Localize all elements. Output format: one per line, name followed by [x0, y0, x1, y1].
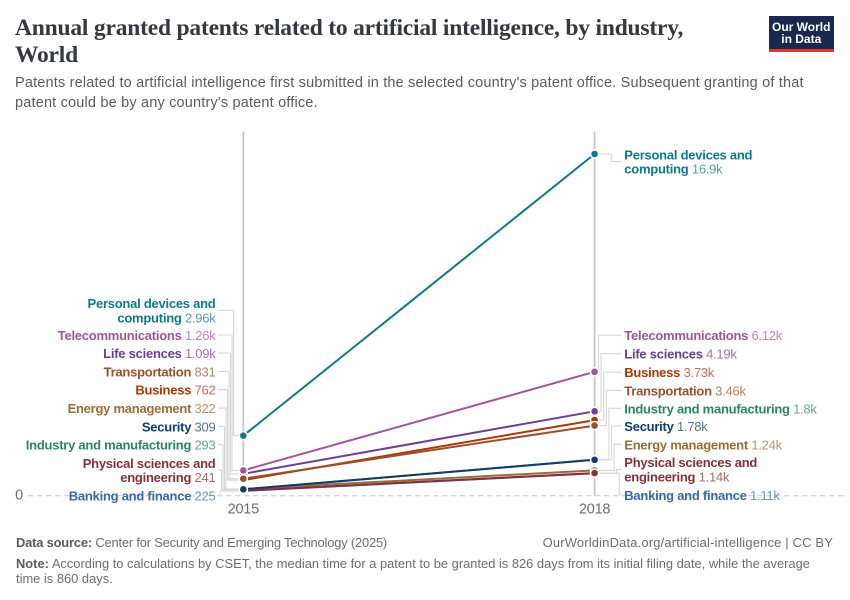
svg-text:0: 0 — [15, 488, 23, 504]
svg-text:Personal devices and: Personal devices and — [88, 296, 216, 311]
svg-text:Life sciences 4.19k: Life sciences 4.19k — [624, 346, 737, 361]
svg-text:Security 1.78k: Security 1.78k — [624, 419, 708, 434]
svg-text:Transportation 3.46k: Transportation 3.46k — [624, 383, 746, 398]
svg-text:Physical sciences and: Physical sciences and — [83, 456, 216, 471]
svg-text:Life sciences 1.09k: Life sciences 1.09k — [103, 346, 216, 361]
svg-text:Industry and manufacturing 1.8: Industry and manufacturing 1.8k — [624, 401, 817, 416]
svg-text:2015: 2015 — [228, 502, 259, 518]
svg-text:2018: 2018 — [579, 502, 610, 518]
svg-text:Security 309: Security 309 — [142, 419, 216, 434]
svg-text:Energy management 322: Energy management 322 — [68, 401, 216, 416]
svg-text:Telecommunications 6.12k: Telecommunications 6.12k — [624, 328, 783, 343]
svg-text:Transportation 831: Transportation 831 — [104, 364, 216, 379]
svg-text:Banking and finance 1.11k: Banking and finance 1.11k — [624, 487, 780, 502]
svg-text:Energy management 1.24k: Energy management 1.24k — [624, 437, 782, 452]
svg-text:Business 3.73k: Business 3.73k — [624, 365, 714, 380]
svg-text:Personal devices and: Personal devices and — [624, 147, 752, 162]
svg-text:computing 2.96k: computing 2.96k — [117, 310, 216, 325]
svg-text:engineering 241: engineering 241 — [120, 470, 215, 485]
svg-text:Banking and finance 225: Banking and finance 225 — [69, 488, 216, 503]
svg-text:Physical sciences and: Physical sciences and — [624, 455, 757, 470]
svg-text:computing 16.9k: computing 16.9k — [624, 161, 723, 176]
svg-text:Telecommunications 1.26k: Telecommunications 1.26k — [58, 328, 217, 343]
svg-text:engineering 1.14k: engineering 1.14k — [624, 469, 730, 484]
svg-text:Business 762: Business 762 — [135, 382, 215, 397]
svg-text:Industry and manufacturing 293: Industry and manufacturing 293 — [26, 437, 216, 452]
